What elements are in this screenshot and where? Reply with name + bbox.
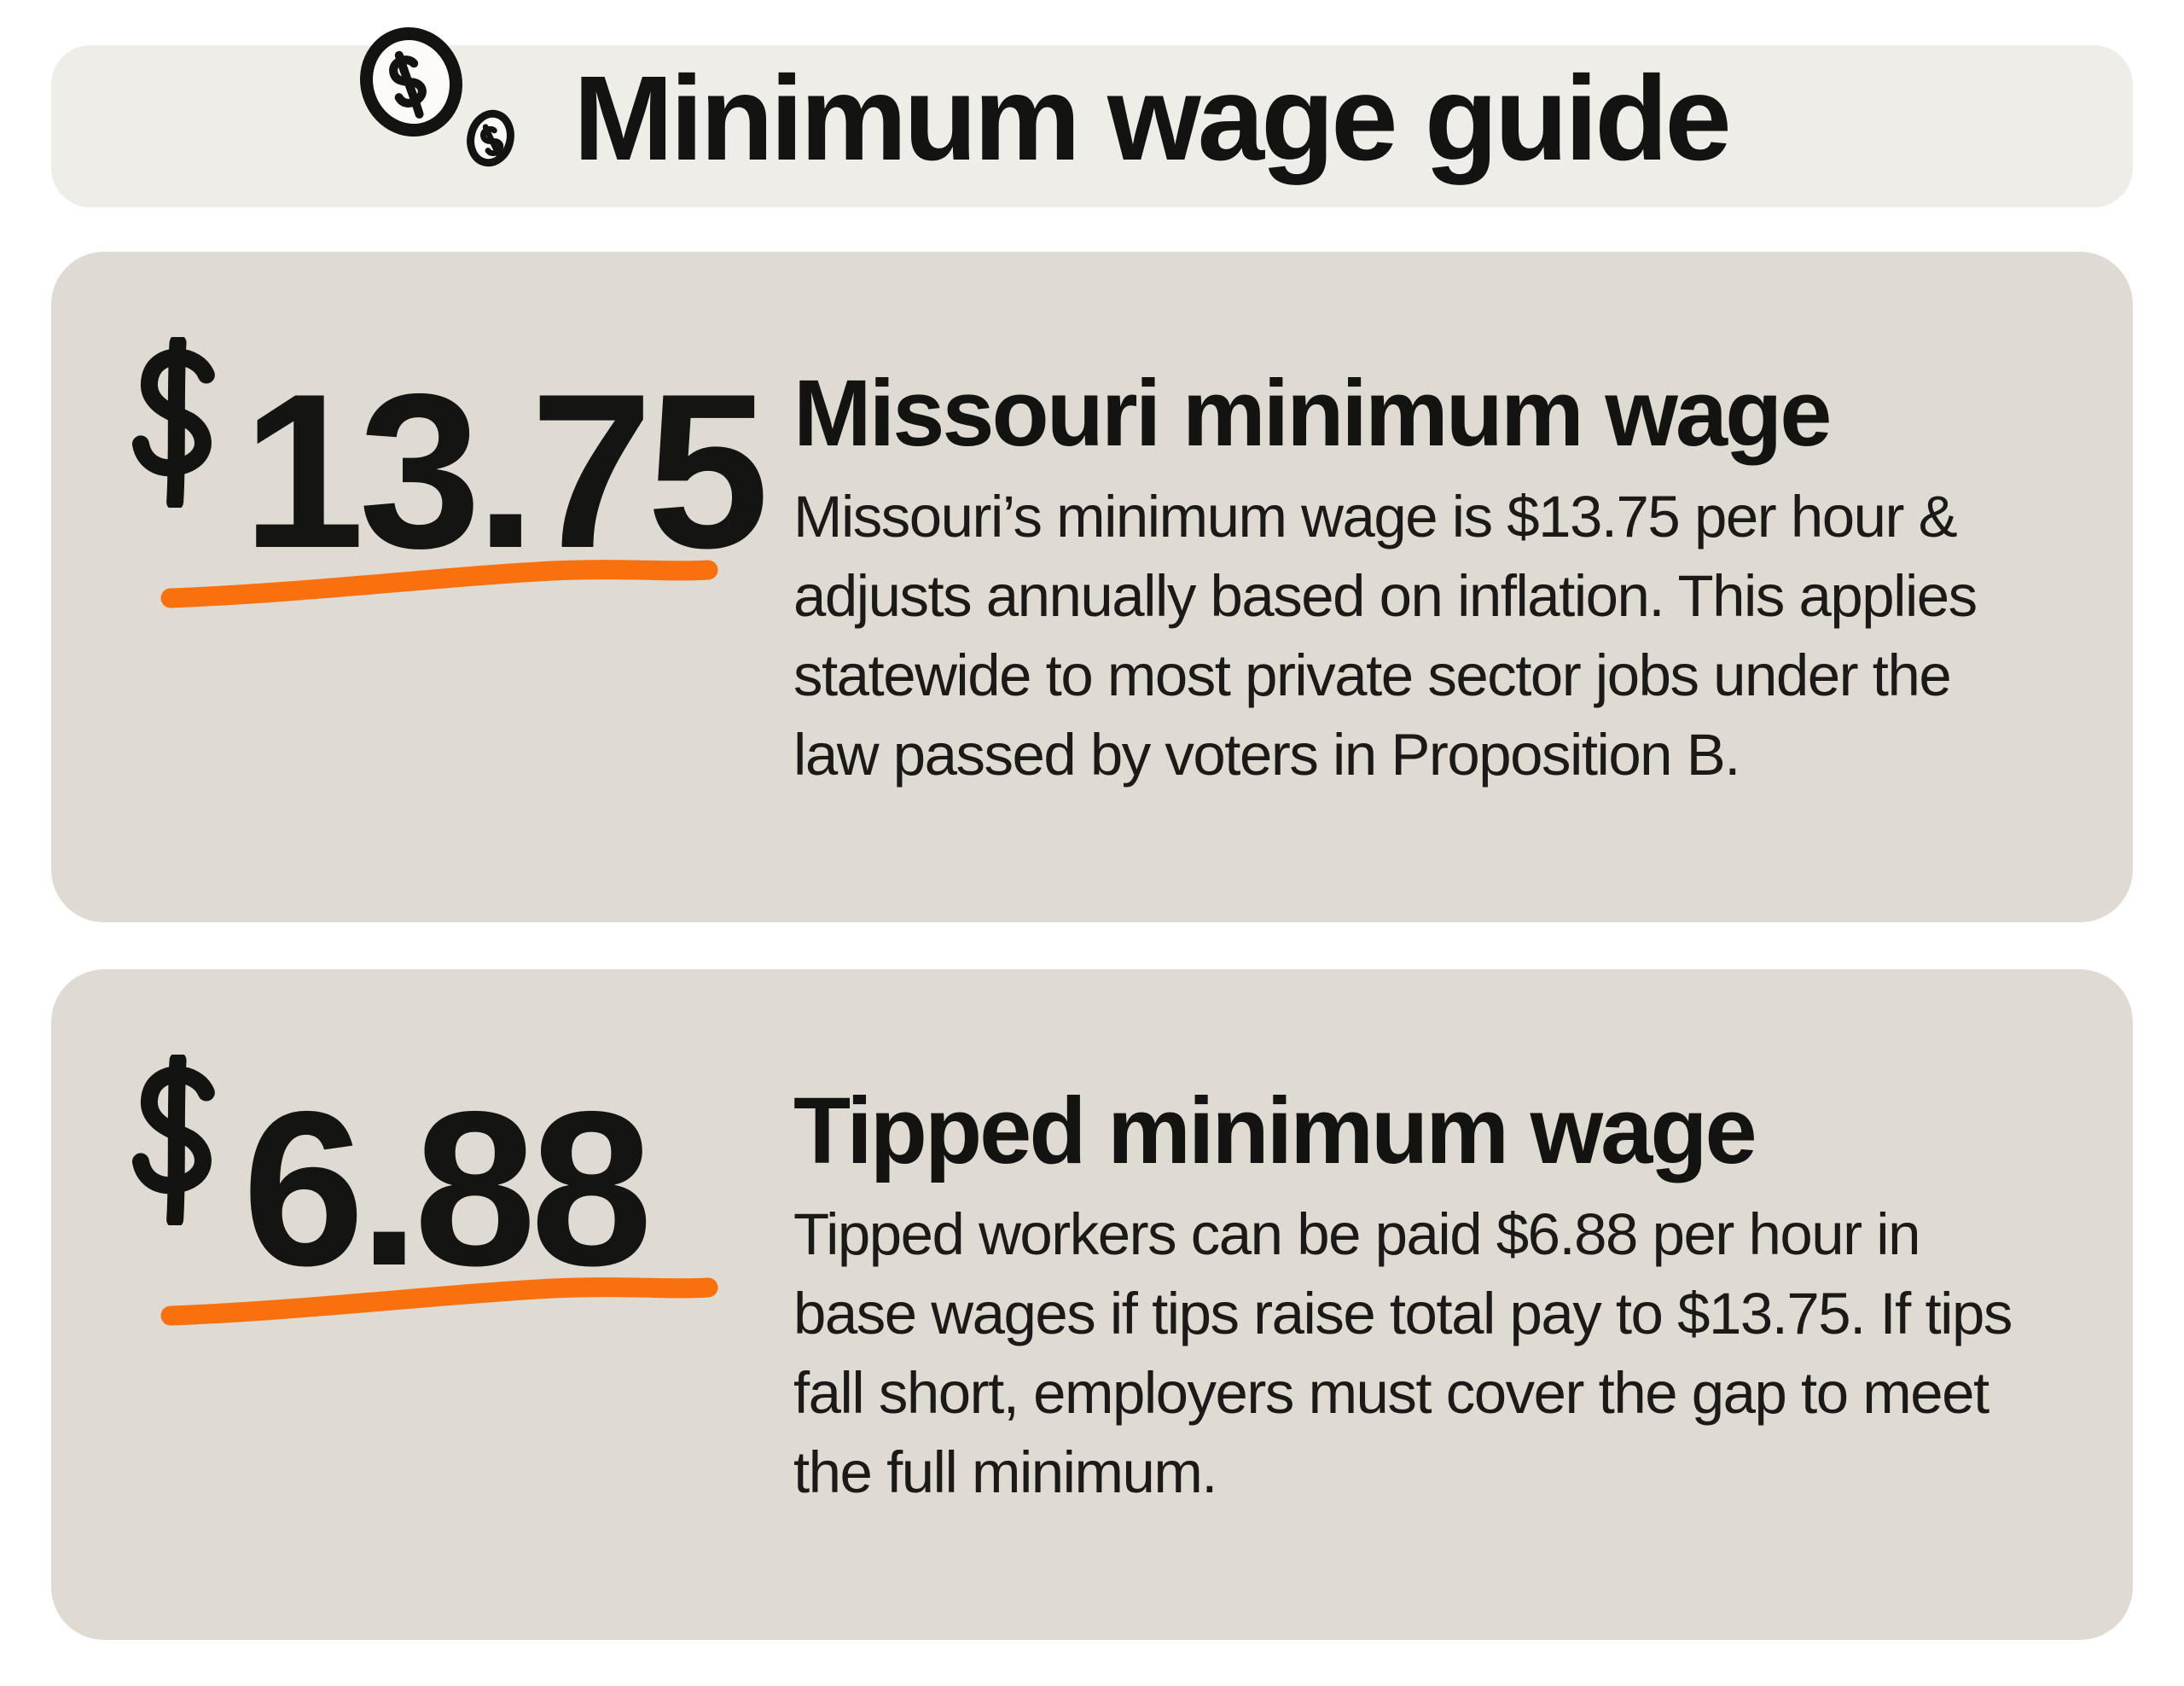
card-body-text: Tipped workers can be paid $6.88 per hou… (793, 1201, 2013, 1505)
card-heading: Missouri minimum wage (793, 361, 1832, 466)
amount-value: 13.75 (242, 347, 770, 594)
dollar-coin-small-icon (467, 109, 514, 167)
card-heading: Tipped minimum wage (793, 1078, 1757, 1183)
hand-drawn-orange-underline (160, 1277, 718, 1326)
hand-drawn-orange-underline (160, 560, 718, 608)
hand-drawn-dollar-icon (131, 1055, 215, 1225)
card-missouri-minimum-wage: 13.75 Missouri minimum wage Missouri’s m… (51, 252, 2133, 922)
card-body-text: Missouri’s minimum wage is $13.75 per ho… (793, 484, 1978, 788)
page-title: Minimum wage guide (573, 49, 1732, 185)
card-tipped-minimum-wage: 6.88 Tipped minimum wage Tipped workers … (51, 969, 2133, 1640)
hand-drawn-dollar-icon (131, 337, 215, 508)
dollar-coin-large-icon (360, 26, 462, 137)
header-bar: Minimum wage guide (51, 26, 2133, 207)
amount-value: 6.88 (242, 1065, 653, 1311)
